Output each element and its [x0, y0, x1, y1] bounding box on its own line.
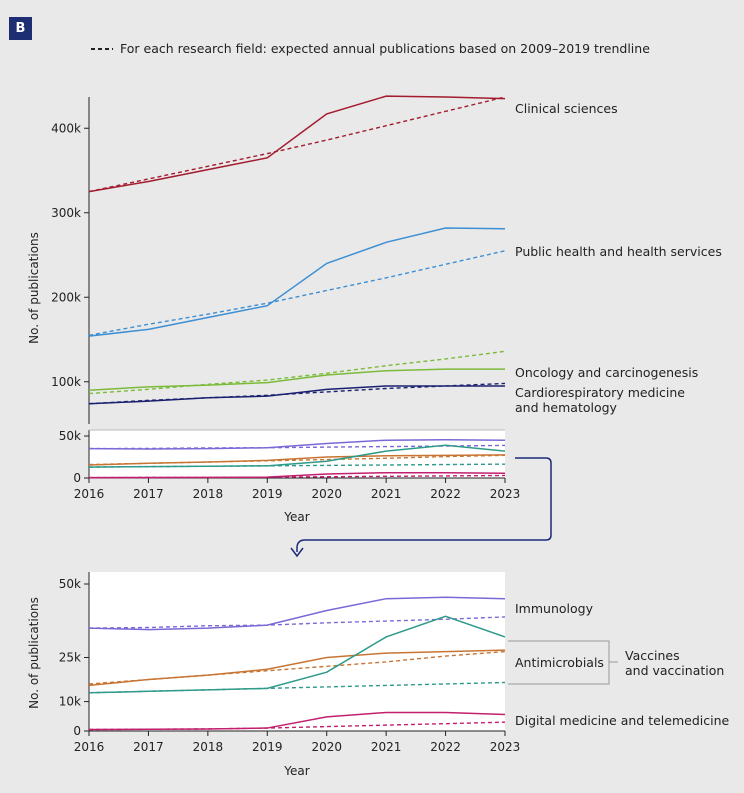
trend-line-vaccines-and-vaccination [88, 681, 506, 694]
x-tick-label: 2022 [430, 487, 461, 501]
x-tick-label: 2016 [74, 487, 105, 501]
series-label-public-health-and-health-services: Public health and health services [515, 244, 722, 259]
x-tick-label: 2016 [74, 740, 105, 754]
y-axis-title: No. of publications [27, 597, 41, 709]
x-tick-label: 2018 [193, 487, 224, 501]
x-tick-label: 2023 [490, 740, 521, 754]
zoom-arrowhead-icon [290, 547, 304, 558]
y-tick-label: 10k [59, 695, 81, 709]
label-line-1: Cardiorespiratory medicine [515, 385, 685, 400]
series-label-vaccines-and-vaccination: Vaccines and vaccination [625, 648, 724, 678]
series-line-oncology-and-carcinogenesis [88, 368, 505, 391]
label-line-1: Vaccines [625, 648, 680, 663]
series-label-clinical-sciences: Clinical sciences [515, 101, 618, 116]
y-tick-label: 100k [51, 375, 81, 389]
series-label-digital-medicine-and-telemedicine: Digital medicine and telemedicine [515, 713, 730, 728]
y-tick-label: 300k [51, 206, 81, 220]
panel-label: B [9, 17, 32, 40]
trend-line-digital-medicine-and-telemedicine [88, 721, 506, 731]
x-tick-label: 2021 [371, 487, 402, 501]
series-line-vaccines-and-vaccination [88, 615, 506, 694]
label-line-2: and hematology [515, 400, 618, 415]
bottom-chart: 0 10k 25k 50k 2016 2017 2018 2019 2020 2021 2022 20… [27, 572, 730, 778]
trend-line-digital-medicine-and-telemedicine [88, 474, 506, 479]
y-tick-label: 50k [59, 577, 81, 591]
series-label-oncology-and-carcinogenesis: Oncology and carcinogenesis [515, 365, 698, 380]
label-line-2: and vaccination [625, 663, 724, 678]
x-tick-label: 2020 [311, 487, 342, 501]
series-line-clinical-sciences [88, 95, 506, 193]
series-line-vaccines-and-vaccination [88, 444, 506, 468]
series-label-immunology: Immunology [515, 601, 594, 616]
x-tick-label: 2018 [193, 740, 224, 754]
series-line-antimicrobials [88, 649, 506, 687]
x-tick-label: 2020 [311, 740, 342, 754]
y-tick-label: 50k [59, 429, 81, 443]
x-tick-label: 2017 [133, 740, 164, 754]
series-line-digital-medicine-and-telemedicine [88, 711, 506, 731]
x-tick-label: 2022 [430, 740, 461, 754]
series-line-antimicrobials [88, 454, 506, 466]
trend-line-public-health-and-health-services [88, 250, 506, 336]
trend-line-clinical-sciences [88, 96, 506, 193]
series-label-antimicrobials: Antimicrobials [515, 655, 604, 670]
trend-line-vaccines-and-vaccination [88, 463, 506, 468]
trend-line-antimicrobials [88, 454, 506, 466]
x-tick-label: 2023 [490, 487, 521, 501]
y-tick-label: 0 [73, 724, 81, 738]
series-line-public-health-and-health-services [88, 227, 506, 337]
y-tick-label: 0 [73, 471, 81, 485]
x-tick-label: 2021 [371, 740, 402, 754]
lower-axis-panel [89, 430, 505, 478]
y-tick-label: 400k [51, 121, 81, 135]
series-line-immunology [88, 439, 506, 450]
series-label-cardiorespiratory-medicine-and-hematology: Cardiorespiratory medicine and hematology [515, 385, 685, 415]
x-tick-label: 2019 [252, 487, 283, 501]
y-axis-title: No. of publications [27, 232, 41, 344]
x-tick-label: 2017 [133, 487, 164, 501]
x-axis-title: Year [283, 764, 309, 778]
top-chart: 0 50k 100k 200k 300k 400k 2016 2017 2018 2019 2020… [27, 95, 722, 524]
series-line-immunology [88, 596, 506, 631]
y-tick-label: 25k [59, 651, 81, 665]
y-tick-label: 200k [51, 290, 81, 304]
series-line-cardiorespiratory-medicine-and-hematology [88, 385, 505, 405]
series-line-digital-medicine-and-telemedicine [88, 471, 506, 479]
x-tick-label: 2019 [252, 740, 283, 754]
legend-text: For each research field: expected annual… [120, 41, 650, 56]
zoom-connector-arrow [296, 457, 552, 552]
x-axis-title: Year [283, 510, 309, 524]
